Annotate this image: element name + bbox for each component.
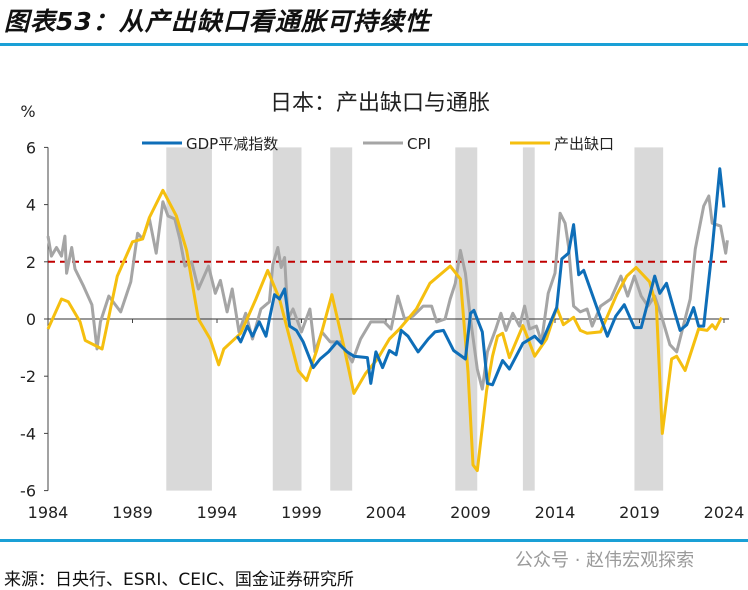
series-line-cpi [46,194,729,391]
y-tick-label: 0 [26,310,36,329]
y-tick-label: -6 [20,482,36,501]
x-tick-label: 2019 [619,503,660,522]
legend-label: GDP平减指数 [186,135,278,153]
legend-label: 产出缺口 [554,135,614,153]
figure-title: 图表53：从产出缺口看通胀可持续性 [4,7,431,36]
source-note: 来源：日央行、ESRI、CEIC、国金证券研究所 [4,570,354,590]
y-tick-label: 6 [26,138,36,157]
series-line-output-gap [46,188,723,473]
legend-label: CPI [407,135,431,153]
top-divider [0,43,748,46]
chart-title: 日本：产出缺口与通胀 [270,91,490,116]
x-tick-label: 1989 [112,503,153,522]
x-tick-label: 1984 [28,503,69,522]
x-tick-label: 2024 [704,503,745,522]
x-tick-label: 2009 [450,503,491,522]
y-tick-label: -2 [20,367,36,386]
x-tick-label: 2004 [366,503,407,522]
y-tick-label: 4 [26,196,36,215]
x-tick-label: 2014 [535,503,576,522]
x-tick-label: 1994 [197,503,238,522]
y-tick-label: -4 [20,424,36,443]
x-tick-label: 1999 [281,503,322,522]
y-tick-label: 2 [26,253,36,272]
y-axis-unit: % [20,102,35,121]
legend: GDP平减指数 CPI 产出缺口 [142,135,614,153]
bottom-divider [0,539,748,542]
watermark: 公众号 · 赵伟宏观探索 [515,550,695,571]
series-line-gdp-deflator [236,167,726,387]
